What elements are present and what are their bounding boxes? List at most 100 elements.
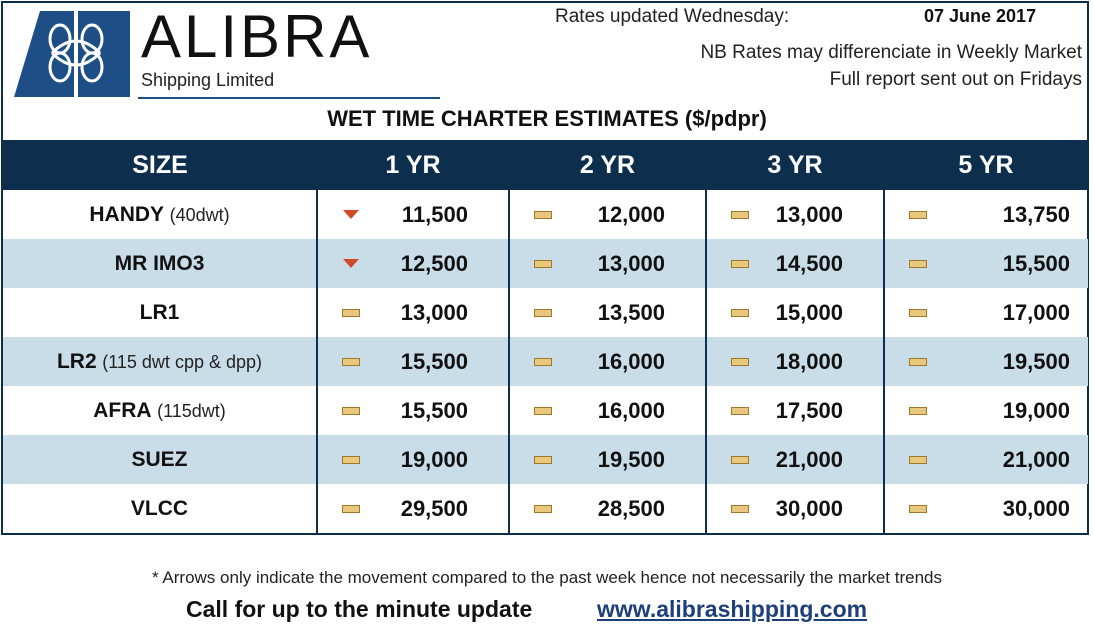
note-line-1: NB Rates may differenciate in Weekly Mar… [700, 42, 1082, 63]
size-cell: HANDY (40dwt) [3, 190, 317, 239]
unchanged-dash-icon [905, 255, 931, 273]
rate-value: 15,500 [400, 397, 468, 423]
rate-cell: 15,500 [883, 239, 1088, 288]
down-arrow-icon [338, 255, 364, 273]
column-header-5yr: 5 YR [884, 140, 1088, 190]
rate-value: 19,000 [1002, 397, 1070, 423]
rate-value: 21,000 [1002, 446, 1070, 472]
rate-value: 11,500 [401, 201, 468, 227]
table-row: MR IMO3 12,500 13,000 14,500 15,500 [3, 239, 1088, 288]
rate-cell: 16,000 [508, 386, 706, 435]
rate-cell: 12,000 [508, 190, 706, 239]
website-link[interactable]: www.alibrashipping.com [597, 596, 868, 622]
unchanged-dash-icon [530, 255, 556, 273]
table-row: AFRA (115dwt) 15,500 16,000 17,500 19,000 [3, 386, 1088, 435]
size-name: HANDY [89, 202, 165, 226]
column-header-2yr: 2 YR [509, 140, 706, 190]
table-row: HANDY (40dwt) 11,500 12,000 13,000 13,750 [3, 190, 1088, 239]
rate-cell: 29,500 [316, 484, 509, 533]
rate-value: 15,500 [400, 348, 468, 374]
rate-value: 21,000 [775, 446, 843, 472]
rate-cell: 17,500 [705, 386, 884, 435]
brand-underline [138, 97, 440, 99]
unchanged-dash-icon [727, 304, 753, 322]
rate-cell: 15,000 [705, 288, 884, 337]
size-name: SUEZ [131, 447, 188, 471]
column-header-size: SIZE [3, 140, 317, 190]
table-header-row: SIZE 1 YR 2 YR 3 YR 5 YR [3, 140, 1088, 190]
rate-value: 13,750 [1002, 201, 1070, 227]
size-cell: AFRA (115dwt) [3, 386, 317, 435]
size-description: (40dwt) [169, 204, 230, 225]
rate-value: 19,500 [597, 446, 665, 472]
size-description: (115 dwt cpp & dpp) [102, 351, 262, 372]
rate-cell: 21,000 [883, 435, 1088, 484]
rate-value: 28,500 [597, 495, 665, 521]
size-name: LR1 [139, 300, 180, 324]
rate-cell: 13,500 [508, 288, 706, 337]
rates-updated-label: Rates updated Wednesday: [555, 6, 790, 27]
rate-cell: 17,000 [883, 288, 1088, 337]
rate-cell: 13,000 [705, 190, 884, 239]
size-name: MR IMO3 [114, 251, 205, 275]
unchanged-dash-icon [530, 451, 556, 469]
note-line-2: Full report sent out on Fridays [829, 69, 1082, 90]
rate-cell: 19,000 [883, 386, 1088, 435]
rate-cell: 19,000 [316, 435, 509, 484]
unchanged-dash-icon [727, 500, 753, 518]
rate-value: 14,500 [775, 250, 843, 276]
rate-value: 15,000 [775, 299, 843, 325]
rate-cell: 14,500 [705, 239, 884, 288]
size-cell: MR IMO3 [3, 239, 317, 288]
rate-cell: 28,500 [508, 484, 706, 533]
rate-cell: 16,000 [508, 337, 706, 386]
rate-cell: 15,500 [316, 337, 509, 386]
unchanged-dash-icon [727, 255, 753, 273]
unchanged-dash-icon [905, 206, 931, 224]
footnote: * Arrows only indicate the movement comp… [152, 568, 942, 587]
rate-value: 30,000 [1002, 495, 1070, 521]
rate-value: 19,000 [400, 446, 468, 472]
rate-value: 13,500 [597, 299, 665, 325]
unchanged-dash-icon [338, 304, 364, 322]
rate-value: 13,000 [400, 299, 468, 325]
unchanged-dash-icon [905, 304, 931, 322]
table-row: LR1 13,000 13,500 15,000 17,000 [3, 288, 1088, 337]
unchanged-dash-icon [530, 206, 556, 224]
size-cell: SUEZ [3, 435, 317, 484]
size-cell: LR1 [3, 288, 317, 337]
rate-value: 12,000 [597, 201, 665, 227]
rate-value: 15,500 [1002, 250, 1070, 276]
unchanged-dash-icon [338, 353, 364, 371]
rate-cell: 13,000 [508, 239, 706, 288]
rate-value: 16,000 [597, 397, 665, 423]
size-name: LR2 [56, 349, 97, 373]
size-name: AFRA [93, 398, 152, 422]
unchanged-dash-icon [727, 451, 753, 469]
rate-value: 13,000 [597, 250, 665, 276]
rate-cell: 11,500 [316, 190, 509, 239]
rate-cell: 15,500 [316, 386, 509, 435]
rate-value: 16,000 [597, 348, 665, 374]
alibra-logo-icon [12, 9, 132, 99]
brand-name: ALIBRA [141, 3, 373, 70]
unchanged-dash-icon [905, 500, 931, 518]
unchanged-dash-icon [530, 353, 556, 371]
size-description: (115dwt) [157, 400, 226, 421]
unchanged-dash-icon [905, 402, 931, 420]
rate-value: 19,500 [1002, 348, 1070, 374]
unchanged-dash-icon [530, 402, 556, 420]
unchanged-dash-icon [727, 353, 753, 371]
table-row: VLCC 29,500 28,500 30,000 30,000 [3, 484, 1088, 533]
rate-cell: 18,000 [705, 337, 884, 386]
rate-cell: 21,000 [705, 435, 884, 484]
unchanged-dash-icon [338, 451, 364, 469]
table-row: SUEZ 19,000 19,500 21,000 21,000 [3, 435, 1088, 484]
unchanged-dash-icon [905, 451, 931, 469]
report-frame [1, 1, 1089, 535]
call-to-action: Call for up to the minute update [186, 596, 533, 622]
unchanged-dash-icon [530, 500, 556, 518]
table-row: LR2 (115 dwt cpp & dpp) 15,500 16,000 18,00… [3, 337, 1088, 386]
rates-date: 07 June 2017 [924, 6, 1037, 26]
column-header-3yr: 3 YR [706, 140, 884, 190]
